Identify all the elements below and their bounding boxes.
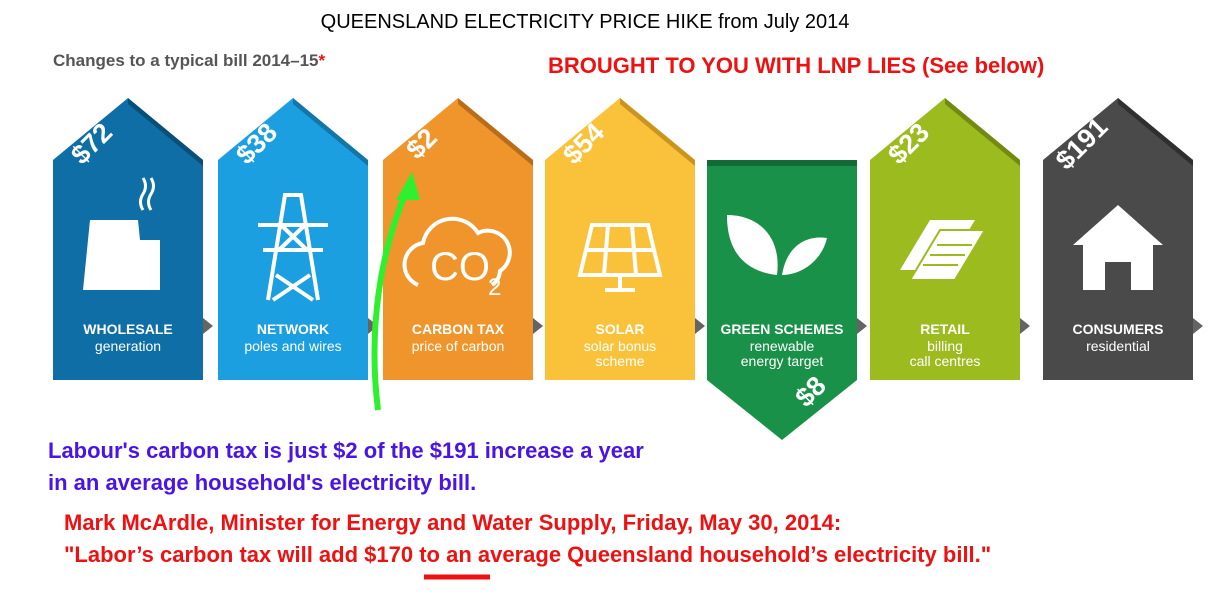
- item-name: CONSUMERS: [1072, 321, 1163, 337]
- item-desc: renewable: [750, 338, 815, 354]
- icon: 2: [488, 274, 501, 301]
- column-notch: [857, 318, 867, 334]
- column-edge: [945, 98, 1020, 166]
- icon: [258, 193, 328, 302]
- item-desc: scheme: [595, 353, 644, 369]
- column-edge: [458, 98, 533, 166]
- item-name: CARBON TAX: [412, 321, 505, 337]
- column-notch: [203, 318, 213, 334]
- column-edge: [1118, 98, 1193, 166]
- item-desc: price of carbon: [412, 338, 505, 354]
- item-desc: poles and wires: [244, 338, 341, 354]
- item-desc: call centres: [910, 353, 981, 369]
- icon: [727, 215, 827, 275]
- note-line: in an average household's electricity bi…: [48, 470, 476, 495]
- icon: [83, 220, 160, 290]
- item-name: WHOLESALE: [83, 321, 172, 337]
- icon: CO: [430, 245, 490, 289]
- column-shape: [707, 160, 857, 440]
- item-desc: energy target: [741, 353, 824, 369]
- icon: [1073, 205, 1163, 290]
- item-name: SOLAR: [596, 321, 645, 337]
- item-desc: residential: [1086, 338, 1150, 354]
- column-notch: [533, 318, 543, 334]
- icon: [908, 229, 987, 281]
- column-notch: [1020, 318, 1030, 334]
- column-edge: [620, 98, 695, 166]
- column-shape: [545, 98, 695, 380]
- item-name: NETWORK: [257, 321, 329, 337]
- column-shape: [383, 98, 533, 380]
- subtitle: Changes to a typical bill 2014–15*: [53, 51, 326, 70]
- title: QUEENSLAND ELECTRICITY PRICE HIKE from J…: [321, 11, 850, 33]
- column-edge: [707, 160, 857, 166]
- icon: [139, 177, 155, 211]
- claim-heading: BROUGHT TO YOU WITH LNP LIES (See below): [548, 53, 1044, 78]
- pointer-arrowhead: [396, 172, 420, 200]
- column-edge: [293, 98, 368, 166]
- icon: [577, 223, 663, 292]
- quote-source: Mark McArdle, Minister for Energy and Wa…: [64, 510, 841, 535]
- item-name: RETAIL: [920, 321, 970, 337]
- asterisk: *: [319, 51, 326, 70]
- column-notch: [695, 318, 705, 334]
- item-desc: billing: [927, 338, 963, 354]
- quote-text: "Labor’s carbon tax will add $170 to an …: [64, 542, 991, 567]
- column-notch: [1193, 318, 1203, 334]
- subtitle-text: Changes to a typical bill 2014–15: [53, 51, 319, 70]
- icon: [402, 216, 512, 287]
- item-desc: generation: [95, 338, 161, 354]
- pointer-arrow: [371, 186, 411, 411]
- column-edge: [128, 98, 203, 166]
- note-line: Labour's carbon tax is just $2 of the $1…: [48, 438, 644, 463]
- item-desc: solar bonus: [584, 338, 656, 354]
- item-name: GREEN SCHEMES: [721, 321, 844, 337]
